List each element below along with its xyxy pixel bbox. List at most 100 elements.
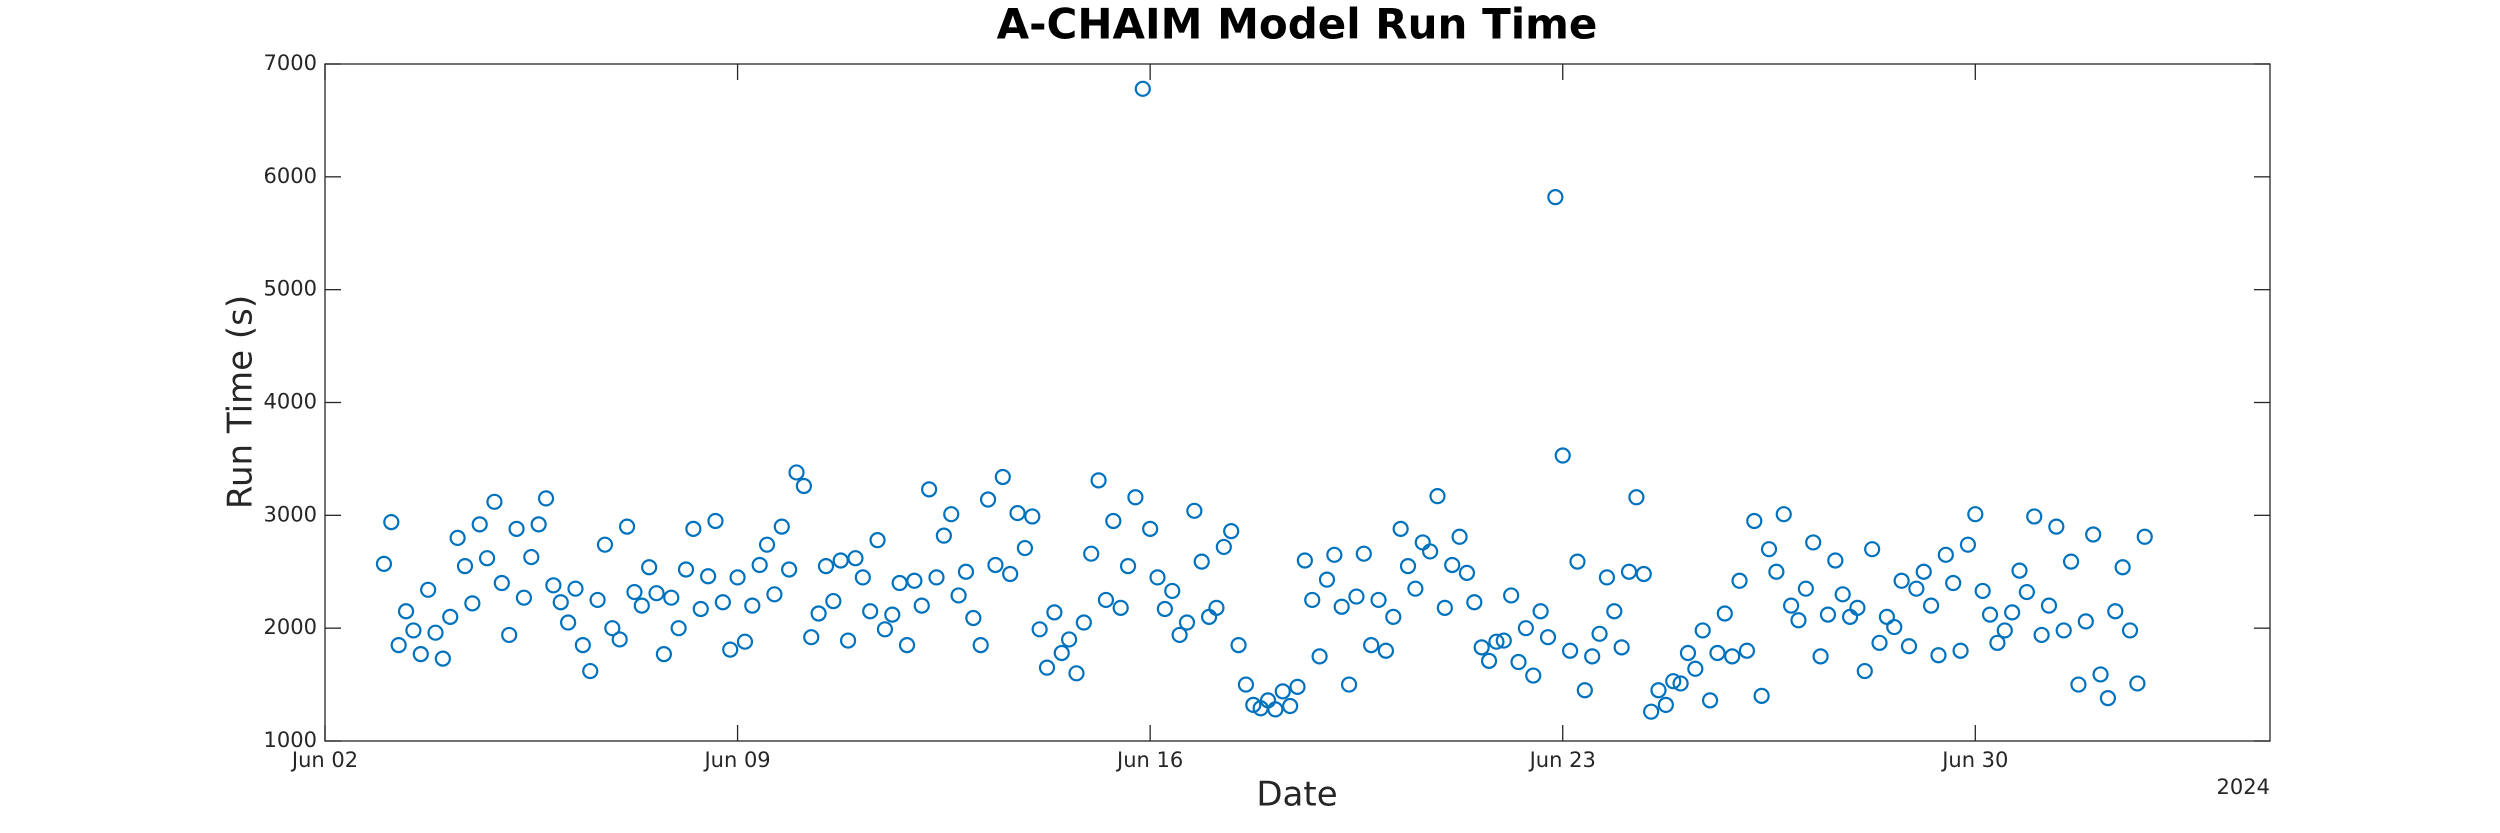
- point: [876, 621, 894, 638]
- point: [862, 603, 879, 620]
- point: [1112, 599, 1129, 616]
- point: [839, 632, 857, 649]
- point: [1959, 536, 1977, 553]
- point: [1613, 639, 1630, 656]
- point: [545, 577, 562, 594]
- point: [884, 606, 901, 623]
- point: [1282, 697, 1299, 715]
- point: [1672, 675, 1689, 692]
- point: [1760, 541, 1778, 558]
- point: [1215, 538, 1232, 556]
- point: [2011, 562, 2028, 579]
- point: [685, 520, 702, 537]
- point: [1090, 472, 1107, 489]
- point: [1105, 512, 1122, 530]
- point: [847, 550, 864, 567]
- point: [1967, 506, 1984, 523]
- point: [729, 569, 746, 586]
- point: [935, 527, 952, 544]
- point: [1340, 676, 1358, 693]
- point: [405, 622, 422, 639]
- point: [1142, 520, 1159, 537]
- point: [1981, 606, 1999, 623]
- point: [1053, 644, 1070, 662]
- point: [1208, 599, 1225, 616]
- point: [375, 555, 393, 572]
- point: [1620, 563, 1638, 580]
- point: [957, 563, 975, 580]
- point: [508, 520, 525, 537]
- point: [1230, 636, 1247, 654]
- point: [2099, 690, 2117, 707]
- point: [758, 536, 776, 553]
- point: [383, 514, 400, 531]
- point: [2055, 622, 2072, 639]
- point: [1768, 563, 1785, 580]
- point: [1827, 552, 1844, 569]
- point: [1363, 636, 1380, 654]
- point: [1075, 614, 1092, 631]
- point: [714, 594, 731, 611]
- point: [1186, 502, 1203, 519]
- point: [1119, 558, 1137, 575]
- point: [965, 609, 982, 627]
- x-tick-label: Jun 16: [1115, 748, 1183, 772]
- point: [1989, 634, 2006, 651]
- point: [1797, 580, 1814, 597]
- point: [655, 646, 673, 663]
- point: [1009, 504, 1026, 522]
- point: [1532, 603, 1549, 620]
- point: [1834, 586, 1851, 603]
- point: [1606, 603, 1623, 620]
- x-tick-label: Jun 23: [1528, 748, 1596, 772]
- point: [390, 636, 407, 654]
- point: [493, 574, 510, 592]
- point: [633, 597, 650, 614]
- point: [2077, 613, 2094, 630]
- point: [781, 561, 798, 578]
- point: [412, 646, 429, 663]
- point: [611, 631, 628, 648]
- point: [1002, 565, 1019, 583]
- y-tick-label: 5000: [264, 277, 317, 301]
- point: [663, 589, 680, 606]
- point: [1392, 520, 1409, 537]
- point: [1466, 594, 1483, 611]
- point: [2114, 559, 2131, 576]
- point: [1503, 587, 1520, 604]
- point: [1480, 652, 1498, 669]
- point: [825, 592, 842, 610]
- point: [1864, 541, 1881, 558]
- point: [898, 636, 916, 654]
- point: [560, 614, 577, 631]
- point: [1569, 553, 1586, 570]
- point: [891, 574, 908, 592]
- point: [1724, 648, 1741, 665]
- point: [773, 518, 790, 535]
- point: [788, 464, 805, 481]
- point: [1458, 564, 1476, 581]
- point: [618, 518, 636, 535]
- point: [1289, 678, 1306, 695]
- point: [1296, 552, 1313, 569]
- point: [1223, 523, 1240, 540]
- point: [1488, 633, 1505, 650]
- point: [1429, 488, 1446, 505]
- point: [1083, 545, 1100, 562]
- point: [1915, 563, 1932, 580]
- point: [515, 589, 533, 606]
- point: [1267, 701, 1284, 718]
- point: [1679, 644, 1697, 662]
- point: [677, 561, 695, 578]
- point: [420, 581, 437, 598]
- point: [744, 597, 761, 614]
- point: [2107, 603, 2124, 620]
- point: [1746, 512, 1763, 530]
- x-tick-label: Jun 09: [702, 748, 770, 772]
- point: [795, 477, 812, 495]
- point: [1731, 572, 1748, 589]
- chart-title: A-CHAIM Model Run Time: [997, 0, 1598, 49]
- point: [537, 490, 555, 507]
- point: [2121, 622, 2139, 639]
